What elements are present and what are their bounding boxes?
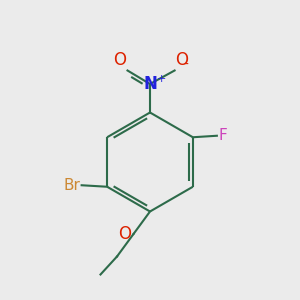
Text: O: O: [113, 51, 126, 69]
Text: N: N: [143, 75, 157, 93]
Text: -: -: [184, 58, 188, 72]
Text: +: +: [157, 74, 166, 84]
Text: F: F: [218, 128, 227, 143]
Text: O: O: [176, 51, 188, 69]
Text: O: O: [118, 225, 131, 243]
Text: Br: Br: [63, 178, 80, 193]
